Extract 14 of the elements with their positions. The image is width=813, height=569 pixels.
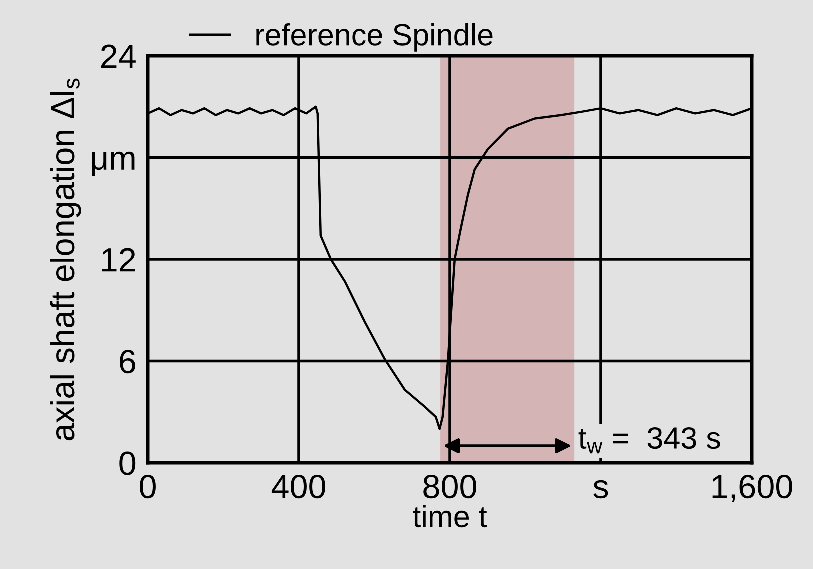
y-tick-label: 24 bbox=[101, 44, 136, 68]
x-tick-label: 400 bbox=[272, 474, 326, 499]
x-tick-label: 0 bbox=[140, 474, 156, 499]
x-tick-label: s bbox=[594, 480, 608, 499]
x-axis-title: time t bbox=[413, 505, 488, 528]
y-axis-title: axial shaft elongation Δl$_{s}$ bbox=[50, 78, 82, 441]
y-tick-label: 12 bbox=[102, 248, 136, 272]
x-tick-label: 800 bbox=[424, 474, 477, 499]
y-tick-label: 0 bbox=[120, 452, 136, 476]
annotation: t$_{w}$ = 343 s bbox=[578, 427, 720, 454]
y-tick-label: 6 bbox=[120, 350, 136, 374]
x-tick-label: 1,600 bbox=[712, 474, 792, 503]
legend-label: reference Spindle bbox=[256, 23, 493, 52]
y-tick-label: μm bbox=[92, 152, 135, 176]
